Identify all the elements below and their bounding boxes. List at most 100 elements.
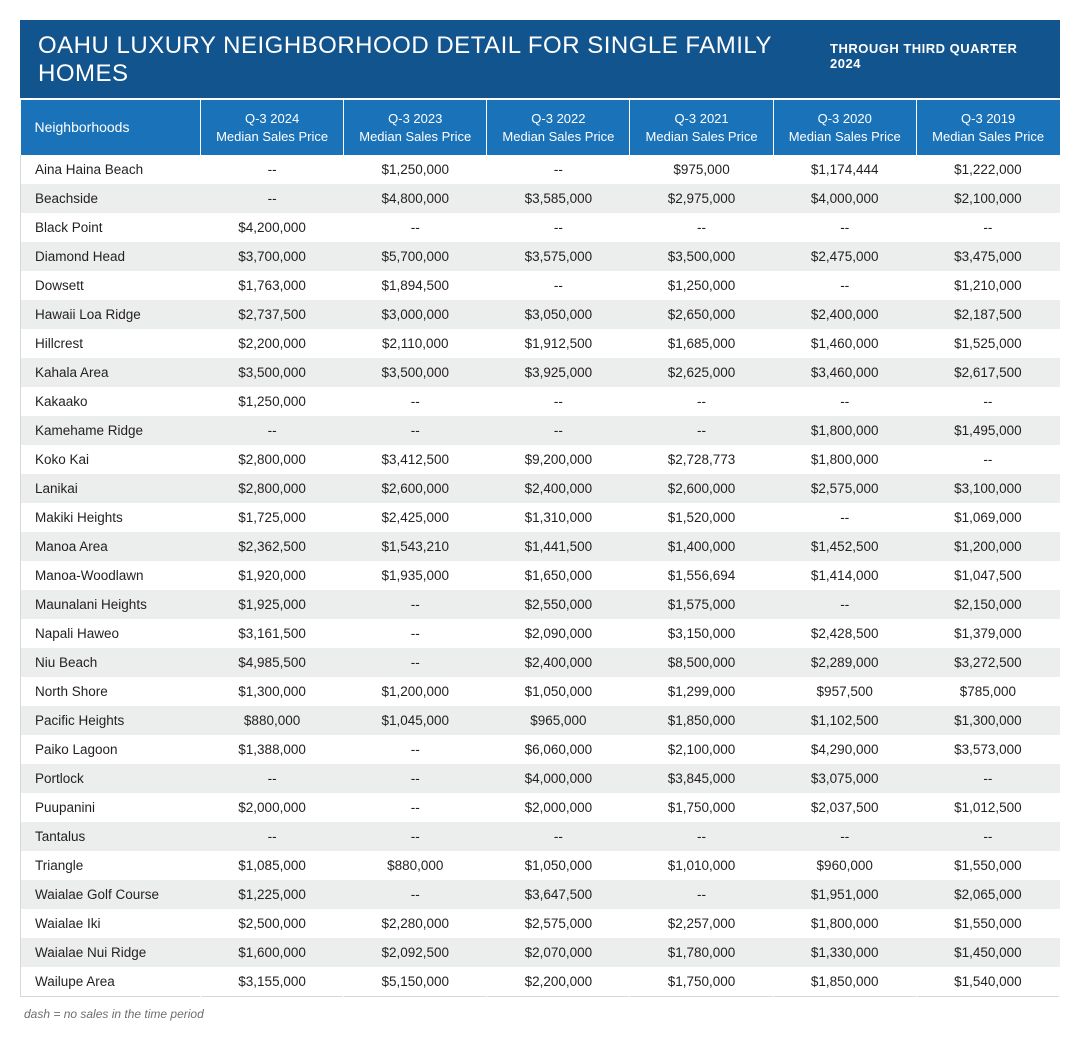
cell-price: $1,894,500	[344, 271, 487, 300]
col-line2: Median Sales Price	[502, 129, 614, 144]
cell-price: $3,272,500	[916, 648, 1059, 677]
cell-price: $2,428,500	[773, 619, 916, 648]
cell-price: $2,280,000	[344, 909, 487, 938]
cell-price: $2,617,500	[916, 358, 1059, 387]
col-q3-2019: Q-3 2019 Median Sales Price	[916, 100, 1059, 155]
cell-price: $1,556,694	[630, 561, 773, 590]
cell-price: $2,100,000	[916, 184, 1059, 213]
cell-price: $1,800,000	[773, 416, 916, 445]
footnote: dash = no sales in the time period	[20, 997, 1060, 1021]
cell-price: $3,161,500	[201, 619, 344, 648]
cell-price: $2,257,000	[630, 909, 773, 938]
table-row: Manoa-Woodlawn$1,920,000$1,935,000$1,650…	[21, 561, 1060, 590]
col-line2: Median Sales Price	[789, 129, 901, 144]
cell-price: $2,187,500	[916, 300, 1059, 329]
cell-price: --	[773, 590, 916, 619]
col-q3-2020: Q-3 2020 Median Sales Price	[773, 100, 916, 155]
cell-price: $3,155,000	[201, 967, 344, 996]
cell-price: --	[630, 822, 773, 851]
cell-price: $3,460,000	[773, 358, 916, 387]
table-row: North Shore$1,300,000$1,200,000$1,050,00…	[21, 677, 1060, 706]
col-line1: Q-3 2019	[961, 111, 1015, 126]
cell-price: $1,780,000	[630, 938, 773, 967]
col-q3-2022: Q-3 2022 Median Sales Price	[487, 100, 630, 155]
cell-price: $1,912,500	[487, 329, 630, 358]
cell-price: $2,650,000	[630, 300, 773, 329]
table-row: Waialae Iki$2,500,000$2,280,000$2,575,00…	[21, 909, 1060, 938]
cell-price: $1,800,000	[773, 445, 916, 474]
cell-neighborhood: Portlock	[21, 764, 201, 793]
cell-price: --	[630, 416, 773, 445]
header-row: Neighborhoods Q-3 2024 Median Sales Pric…	[21, 100, 1060, 155]
cell-neighborhood: Lanikai	[21, 474, 201, 503]
table-row: Lanikai$2,800,000$2,600,000$2,400,000$2,…	[21, 474, 1060, 503]
cell-neighborhood: Manoa Area	[21, 532, 201, 561]
cell-price: $1,414,000	[773, 561, 916, 590]
cell-price: --	[630, 880, 773, 909]
cell-neighborhood: Beachside	[21, 184, 201, 213]
col-q3-2023: Q-3 2023 Median Sales Price	[344, 100, 487, 155]
report-container: OAHU LUXURY NEIGHBORHOOD DETAIL FOR SING…	[20, 20, 1060, 1021]
cell-price: $1,763,000	[201, 271, 344, 300]
cell-price: --	[916, 445, 1059, 474]
cell-price: $1,010,000	[630, 851, 773, 880]
table-row: Triangle$1,085,000$880,000$1,050,000$1,0…	[21, 851, 1060, 880]
cell-price: $8,500,000	[630, 648, 773, 677]
cell-price: $2,737,500	[201, 300, 344, 329]
cell-neighborhood: Kamehame Ridge	[21, 416, 201, 445]
cell-price: $3,845,000	[630, 764, 773, 793]
cell-price: $1,310,000	[487, 503, 630, 532]
cell-price: --	[201, 416, 344, 445]
table-row: Koko Kai$2,800,000$3,412,500$9,200,000$2…	[21, 445, 1060, 474]
cell-price: --	[916, 213, 1059, 242]
table-row: Manoa Area$2,362,500$1,543,210$1,441,500…	[21, 532, 1060, 561]
cell-price: $1,045,000	[344, 706, 487, 735]
table-row: Pacific Heights$880,000$1,045,000$965,00…	[21, 706, 1060, 735]
col-line2: Median Sales Price	[646, 129, 758, 144]
cell-price: $1,250,000	[201, 387, 344, 416]
cell-neighborhood: Kahala Area	[21, 358, 201, 387]
table-row: Makiki Heights$1,725,000$2,425,000$1,310…	[21, 503, 1060, 532]
price-table: Neighborhoods Q-3 2024 Median Sales Pric…	[20, 100, 1060, 997]
cell-price: $1,047,500	[916, 561, 1059, 590]
cell-price: $3,075,000	[773, 764, 916, 793]
cell-price: $3,925,000	[487, 358, 630, 387]
cell-neighborhood: Dowsett	[21, 271, 201, 300]
cell-neighborhood: Manoa-Woodlawn	[21, 561, 201, 590]
cell-price: $1,050,000	[487, 677, 630, 706]
col-q3-2024: Q-3 2024 Median Sales Price	[201, 100, 344, 155]
cell-price: --	[201, 184, 344, 213]
table-row: Beachside--$4,800,000$3,585,000$2,975,00…	[21, 184, 1060, 213]
cell-price: $1,085,000	[201, 851, 344, 880]
cell-neighborhood: Waialae Nui Ridge	[21, 938, 201, 967]
cell-price: $1,543,210	[344, 532, 487, 561]
cell-neighborhood: Maunalani Heights	[21, 590, 201, 619]
col-q3-2021: Q-3 2021 Median Sales Price	[630, 100, 773, 155]
cell-price: $6,060,000	[487, 735, 630, 764]
title-bar: OAHU LUXURY NEIGHBORHOOD DETAIL FOR SING…	[20, 20, 1060, 100]
cell-price: --	[344, 619, 487, 648]
cell-price: $3,700,000	[201, 242, 344, 271]
cell-price: $5,150,000	[344, 967, 487, 996]
cell-price: $2,425,000	[344, 503, 487, 532]
cell-neighborhood: Triangle	[21, 851, 201, 880]
cell-price: --	[344, 213, 487, 242]
cell-price: $2,065,000	[916, 880, 1059, 909]
cell-neighborhood: Makiki Heights	[21, 503, 201, 532]
cell-price: $4,200,000	[201, 213, 344, 242]
cell-price: $5,700,000	[344, 242, 487, 271]
cell-price: $3,000,000	[344, 300, 487, 329]
cell-price: $1,250,000	[630, 271, 773, 300]
table-row: Waialae Golf Course$1,225,000--$3,647,50…	[21, 880, 1060, 909]
cell-price: --	[487, 822, 630, 851]
cell-price: $9,200,000	[487, 445, 630, 474]
cell-price: $1,210,000	[916, 271, 1059, 300]
cell-price: $1,450,000	[916, 938, 1059, 967]
cell-price: $3,647,500	[487, 880, 630, 909]
cell-neighborhood: Niu Beach	[21, 648, 201, 677]
cell-neighborhood: Pacific Heights	[21, 706, 201, 735]
table-row: Kakaako$1,250,000----------	[21, 387, 1060, 416]
cell-neighborhood: Waialae Golf Course	[21, 880, 201, 909]
table-head: Neighborhoods Q-3 2024 Median Sales Pric…	[21, 100, 1060, 155]
table-body: Aina Haina Beach--$1,250,000--$975,000$1…	[21, 155, 1060, 996]
